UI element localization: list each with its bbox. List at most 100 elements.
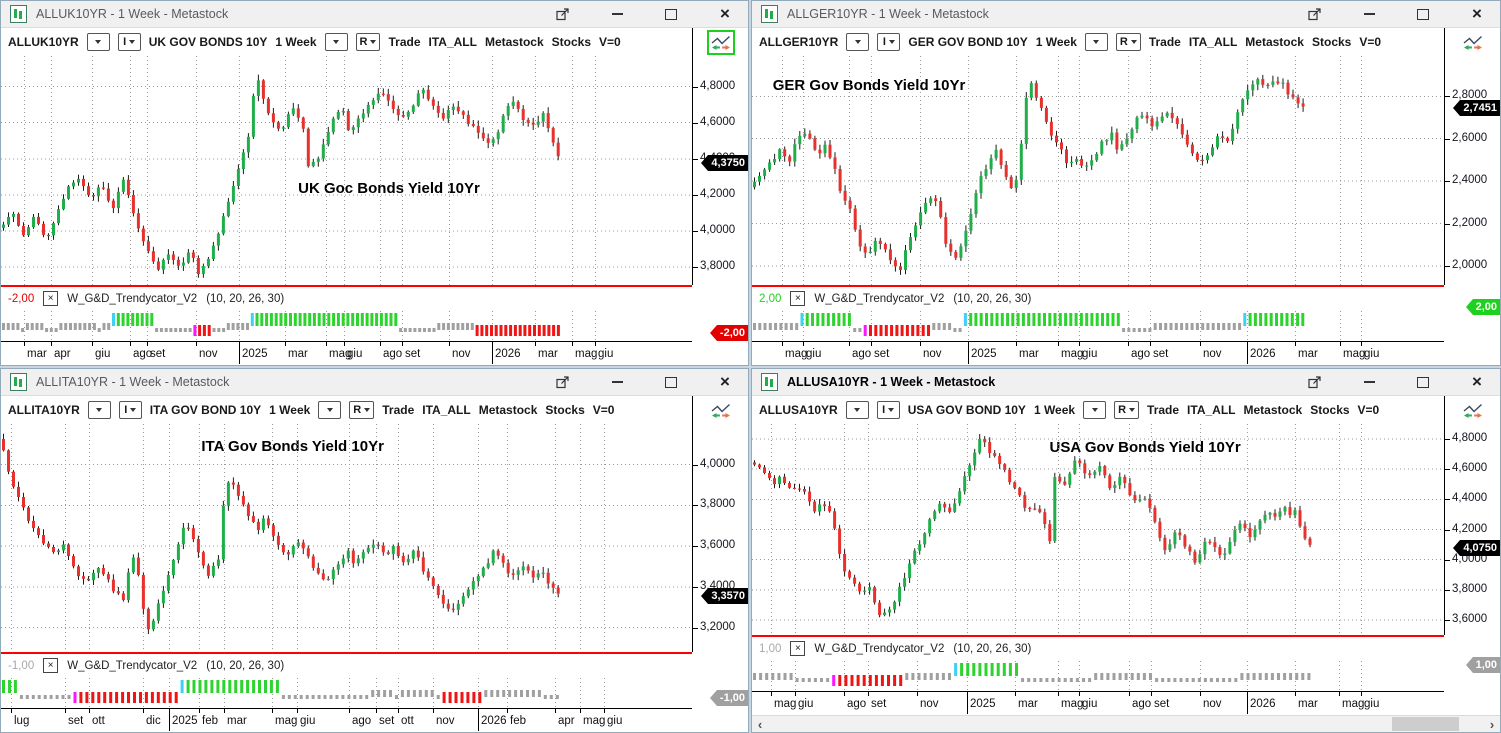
minimize-icon[interactable] [609, 374, 625, 390]
close-icon[interactable]: × [720, 4, 730, 23]
trend-arrows-icon[interactable] [709, 400, 733, 421]
close-icon[interactable]: × [720, 372, 730, 391]
interval-dropdown[interactable]: I [117, 33, 141, 51]
titlebar[interactable]: ALLUSA10YR - 1 Week - Metastock × [752, 369, 1500, 396]
maximize-icon[interactable] [1415, 374, 1431, 390]
indicator-checkbox[interactable]: × [43, 291, 59, 306]
trend-bar [1248, 313, 1252, 326]
indicator-checkbox[interactable]: × [790, 291, 806, 306]
trade-label[interactable]: Trade [388, 35, 421, 49]
candle-down [1158, 521, 1162, 538]
price-axis[interactable]: 4,80004,60004,40004,20004,00003,80004,37… [692, 56, 748, 285]
candle-up [166, 575, 170, 591]
candle-up [938, 503, 942, 512]
price-chart[interactable]: USA Gov Bonds Yield 10Yr [752, 424, 1444, 635]
candle-down [1088, 473, 1092, 475]
month-tick [1151, 691, 1152, 696]
range-dropdown[interactable]: R [349, 401, 375, 419]
titlebar[interactable]: ALLGER10YR - 1 Week - Metastock × [752, 1, 1500, 28]
minimize-icon[interactable] [1361, 6, 1377, 22]
scroll-right-icon[interactable]: › [1489, 716, 1495, 732]
period-dropdown[interactable] [318, 401, 342, 419]
candle-down [1115, 132, 1119, 150]
symbol-dropdown[interactable] [846, 33, 870, 51]
range-dropdown[interactable]: R [1115, 33, 1141, 51]
close-icon[interactable]: × [1472, 4, 1482, 23]
maximize-icon[interactable] [663, 374, 679, 390]
month-tick [871, 341, 872, 346]
trend-bar [436, 695, 440, 699]
symbol-dropdown[interactable] [845, 401, 869, 419]
candle-down [441, 594, 445, 604]
date-axis[interactable]: mag giu ago set nov 2025 mar mag giu ago set nov 202… [752, 341, 1500, 365]
maximize-icon[interactable] [1415, 6, 1431, 22]
titlebar[interactable]: ALLITA10YR - 1 Week - Metastock × [1, 369, 748, 396]
maximize-icon[interactable] [663, 6, 679, 22]
month-tick [1058, 341, 1059, 346]
popout-icon[interactable] [555, 374, 571, 390]
interval-dropdown[interactable]: I [118, 401, 142, 419]
candle-down [101, 568, 105, 575]
trend-bar [159, 328, 163, 332]
scroll-left-icon[interactable]: ‹ [757, 716, 763, 732]
trend-bar [979, 313, 983, 326]
trend-bar [317, 695, 321, 699]
range-dropdown[interactable]: R [1114, 401, 1140, 419]
period-dropdown[interactable] [324, 33, 348, 51]
candle-up [336, 564, 340, 570]
y-tick-mark [1445, 96, 1450, 97]
price-chart[interactable]: UK Goc Bonds Yield 10Yr [1, 56, 692, 285]
candle-up [898, 586, 902, 602]
trade-label[interactable]: Trade [1147, 403, 1180, 417]
symbol-dropdown[interactable] [87, 401, 111, 419]
date-axis[interactable]: lug set ott dic 2025 feb mar mag giu ago set ott nov… [1, 708, 748, 732]
trend-bar [1185, 678, 1189, 682]
trend-bar [379, 313, 383, 326]
horizontal-scrollbar[interactable]: ‹ › [752, 715, 1500, 732]
price-chart[interactable]: ITA Gov Bonds Yield 10Yr [1, 424, 692, 652]
candle-up [973, 452, 977, 466]
titlebar[interactable]: ALLUK10YR - 1 Week - Metastock × [1, 1, 748, 28]
date-label: mag [583, 715, 606, 727]
month-tick [285, 341, 286, 346]
period-dropdown[interactable] [1084, 33, 1108, 51]
trend-bar [537, 325, 541, 336]
candle-up [2, 224, 5, 228]
popout-icon[interactable] [1307, 6, 1323, 22]
price-axis[interactable]: 4,8000 4,6000 4,4000 4,2000 4,0000 3,8000 3,60… [1444, 424, 1500, 635]
trade-label[interactable]: Trade [382, 403, 415, 417]
interval-dropdown[interactable]: I [877, 33, 901, 51]
minimize-icon[interactable] [1361, 374, 1377, 390]
popout-icon[interactable] [555, 6, 571, 22]
price-chart[interactable]: GER Gov Bonds Yield 10Yr [752, 56, 1444, 285]
trend-arrows-icon[interactable] [706, 29, 735, 55]
trend-bar [437, 323, 441, 330]
price-axis[interactable]: 4,0000 3,8000 3,6000 3,4000 3,2000 3,3570 [692, 424, 748, 652]
symbol-dropdown[interactable] [86, 33, 110, 51]
date-axis[interactable]: mar apr giu ago set nov 2025 mar mag giu ago set nov… [1, 341, 748, 365]
popout-icon[interactable] [1307, 374, 1323, 390]
range-dropdown[interactable]: R [355, 33, 381, 51]
date-axis[interactable]: mag giu ago set nov 2025 mar mag giu ago set nov 202… [752, 691, 1500, 715]
indicator-checkbox[interactable]: × [43, 658, 59, 673]
period-dropdown[interactable] [1083, 401, 1107, 419]
trend-arrows-icon[interactable] [1461, 400, 1485, 421]
price-axis[interactable]: 2,8000 2,6000 2,4000 2,2000 2,0000 2,7451 [1444, 56, 1500, 285]
date-label: 2026 [1250, 348, 1276, 360]
candle-down [1273, 512, 1277, 517]
interval-dropdown[interactable]: I [876, 401, 900, 419]
mode-icon-cell [1444, 28, 1500, 56]
trend-bar [246, 323, 249, 330]
minimize-icon[interactable] [609, 6, 625, 22]
indicator-checkbox[interactable]: × [790, 641, 806, 656]
trend-arrows-icon[interactable] [1461, 32, 1485, 53]
trend-bar [1275, 313, 1278, 326]
trend-bar [370, 313, 374, 326]
trade-label[interactable]: Trade [1148, 35, 1181, 49]
candle-down [271, 525, 275, 536]
trend-bar [260, 313, 264, 326]
close-icon[interactable]: × [1472, 372, 1482, 391]
date-label: 2025 [971, 348, 997, 360]
candle-up [326, 132, 330, 145]
scroll-thumb[interactable] [1391, 717, 1459, 731]
